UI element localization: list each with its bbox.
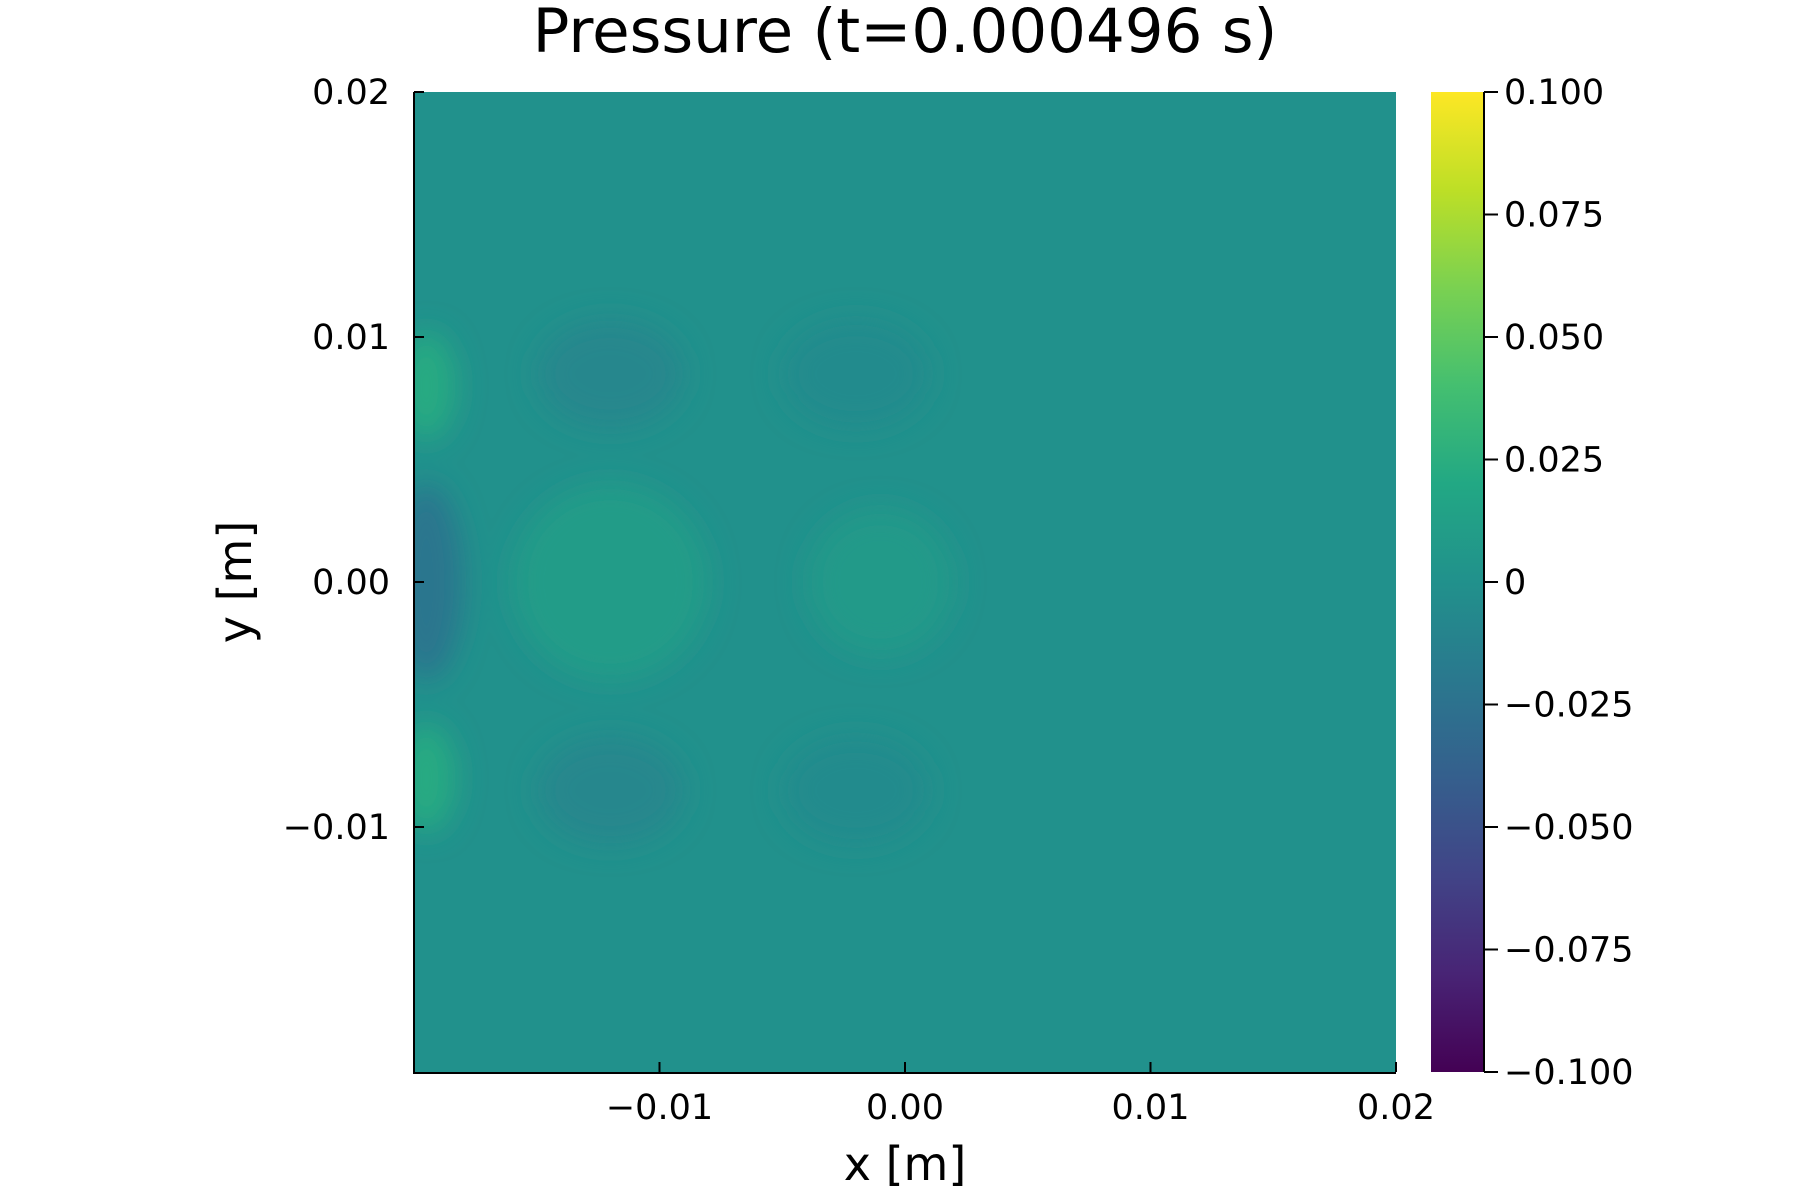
x-tick-label-3: 0.02 [1357,1088,1435,1128]
heatmap-feature-7 [782,319,930,428]
heatmap-feature-6 [806,508,955,656]
heatmap-feature-8 [782,736,930,845]
colorbar: 0.100 0.075 0.050 0.025 0 −0.025 −0.050 −0.075 −… [1431,73,1634,1093]
x-tick-label-0: −0.01 [606,1088,713,1128]
colorbar-tick-label-4: 0 [1504,563,1526,603]
x-tick-label-2: 0.01 [1112,1088,1190,1128]
y-tick-label-1: 0.00 [312,563,390,603]
heatmap-feature-3 [512,484,709,680]
heatmap-feature-0 [414,484,464,680]
colorbar-tick-label-8: −0.100 [1504,1053,1634,1093]
colorbar-ticks: 0.100 0.075 0.050 0.025 0 −0.025 −0.050 −0.075 −… [1484,73,1634,1093]
colorbar-tick-label-7: −0.075 [1504,931,1634,971]
heatmap-field-features [414,319,955,845]
y-axis-ticks: −0.01 0.00 0.01 0.02 [283,73,424,848]
x-tick-label-1: 0.00 [866,1088,944,1128]
heatmap-feature-2 [414,724,456,832]
y-tick-label-2: 0.01 [312,318,390,358]
x-axis-label: x [m] [844,1137,967,1191]
colorbar-tick-label-5: −0.025 [1504,686,1634,726]
colorbar-gradient [1431,92,1484,1072]
colorbar-tick-label-0: 0.100 [1504,73,1604,113]
colorbar-tick-label-2: 0.050 [1504,318,1604,358]
y-axis-label: y [m] [208,521,262,644]
heatmap-feature-5 [536,736,685,845]
y-tick-label-0: −0.01 [283,808,390,848]
colorbar-tick-label-3: 0.025 [1504,441,1604,481]
heatmap-plot-area [414,92,1396,1072]
heatmap-feature-1 [414,332,456,440]
heatmap-feature-4 [536,319,685,428]
chart-title: Pressure (t=0.000496 s) [533,0,1278,67]
colorbar-tick-label-1: 0.075 [1504,196,1604,236]
y-tick-label-3: 0.02 [312,73,390,113]
x-axis-ticks: −0.01 0.00 0.01 0.02 [606,1062,1435,1128]
colorbar-tick-label-6: −0.050 [1504,808,1634,848]
